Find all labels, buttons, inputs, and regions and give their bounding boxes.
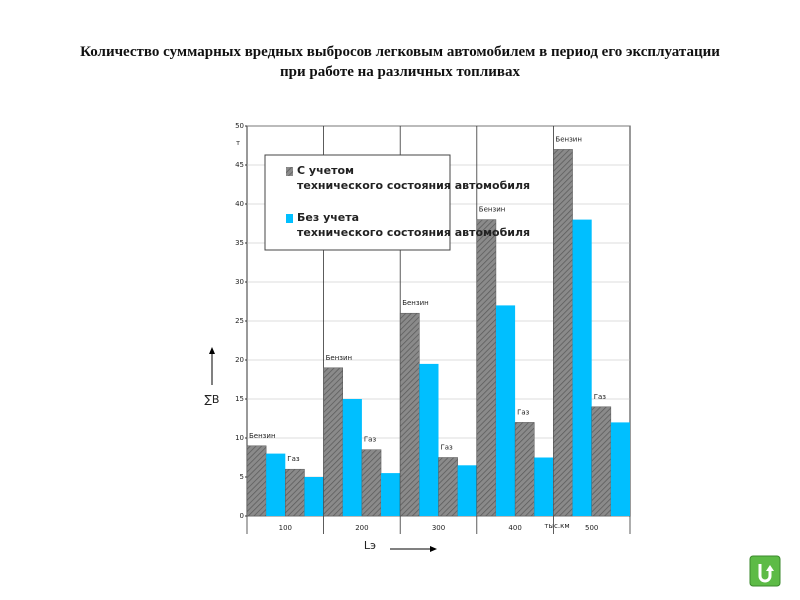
legend-swatch bbox=[286, 214, 293, 223]
x-tick-label: 100 bbox=[279, 524, 292, 532]
bar bbox=[381, 473, 401, 516]
bar bbox=[361, 449, 382, 517]
y-tick-label: 35 bbox=[235, 239, 244, 247]
y-tick-label: 10 bbox=[235, 434, 244, 442]
legend: С учетом технического состояния автомобил… bbox=[264, 154, 530, 251]
bar-annotation: Газ bbox=[287, 455, 300, 463]
bar-annotation: Бензин bbox=[479, 206, 506, 214]
bar bbox=[610, 422, 630, 516]
y-tick-label: 5 bbox=[240, 473, 244, 481]
bar bbox=[323, 367, 344, 517]
y-tick-label: 15 bbox=[235, 395, 244, 403]
bar bbox=[399, 312, 420, 517]
bar bbox=[438, 457, 458, 517]
legend-line: Без учета bbox=[297, 211, 359, 224]
y-tick-label: 50 bbox=[235, 122, 244, 130]
bar bbox=[304, 477, 324, 516]
legend-label: С учетом технического состояния автомобил… bbox=[297, 164, 530, 192]
legend-line: технического состояния автомобиля bbox=[297, 179, 530, 192]
x-tick-label: 500 bbox=[585, 524, 598, 532]
bar bbox=[476, 219, 497, 517]
back-button[interactable] bbox=[749, 555, 781, 587]
bar bbox=[457, 465, 477, 516]
bar-annotation: Бензин bbox=[555, 135, 582, 143]
x-axis-label: Lэ bbox=[364, 539, 376, 552]
bar bbox=[495, 305, 516, 516]
bar bbox=[342, 399, 362, 516]
y-axis-label: ∑B bbox=[205, 393, 220, 406]
bar bbox=[534, 457, 554, 516]
bar bbox=[285, 468, 305, 517]
bar bbox=[591, 406, 612, 517]
y-tick-label: 0 bbox=[240, 512, 244, 520]
bar-annotation: Газ bbox=[441, 444, 454, 452]
y-tick-label: 40 bbox=[235, 200, 244, 208]
y-tick-label: 20 bbox=[235, 356, 244, 364]
bar-annotation: Бензин bbox=[249, 432, 276, 440]
y-tick-label: 25 bbox=[235, 317, 244, 325]
bar-annotation: Газ bbox=[517, 408, 530, 416]
bar-annotation: Бензин bbox=[326, 354, 353, 362]
legend-box bbox=[264, 154, 451, 251]
bar bbox=[572, 219, 592, 516]
y-unit: т bbox=[236, 139, 240, 147]
bar bbox=[246, 445, 267, 517]
y-tick-label: 30 bbox=[235, 278, 244, 286]
legend-line: С учетом bbox=[297, 164, 354, 177]
y-arrow-head bbox=[209, 347, 215, 354]
x-tick-label: 200 bbox=[355, 524, 368, 532]
x-tick-label: 400 bbox=[508, 524, 521, 532]
legend-line: технического состояния автомобиля bbox=[297, 226, 530, 239]
bar bbox=[419, 363, 439, 516]
legend-label: Без учета технического состояния автомоби… bbox=[297, 211, 530, 239]
bar bbox=[514, 422, 535, 517]
x-unit: тыс.км bbox=[544, 522, 569, 530]
bar bbox=[553, 149, 573, 517]
bar-annotation: Газ bbox=[594, 393, 607, 401]
chart-title: Количество суммарных вредных выбросов ле… bbox=[80, 44, 720, 80]
x-tick-label: 300 bbox=[432, 524, 445, 532]
bar-annotation: Газ bbox=[364, 436, 377, 444]
x-arrow-head bbox=[430, 546, 437, 552]
legend-swatch bbox=[286, 167, 293, 176]
bar-annotation: Бензин bbox=[402, 299, 429, 307]
y-tick-label: 45 bbox=[235, 161, 244, 169]
bar bbox=[266, 453, 286, 516]
